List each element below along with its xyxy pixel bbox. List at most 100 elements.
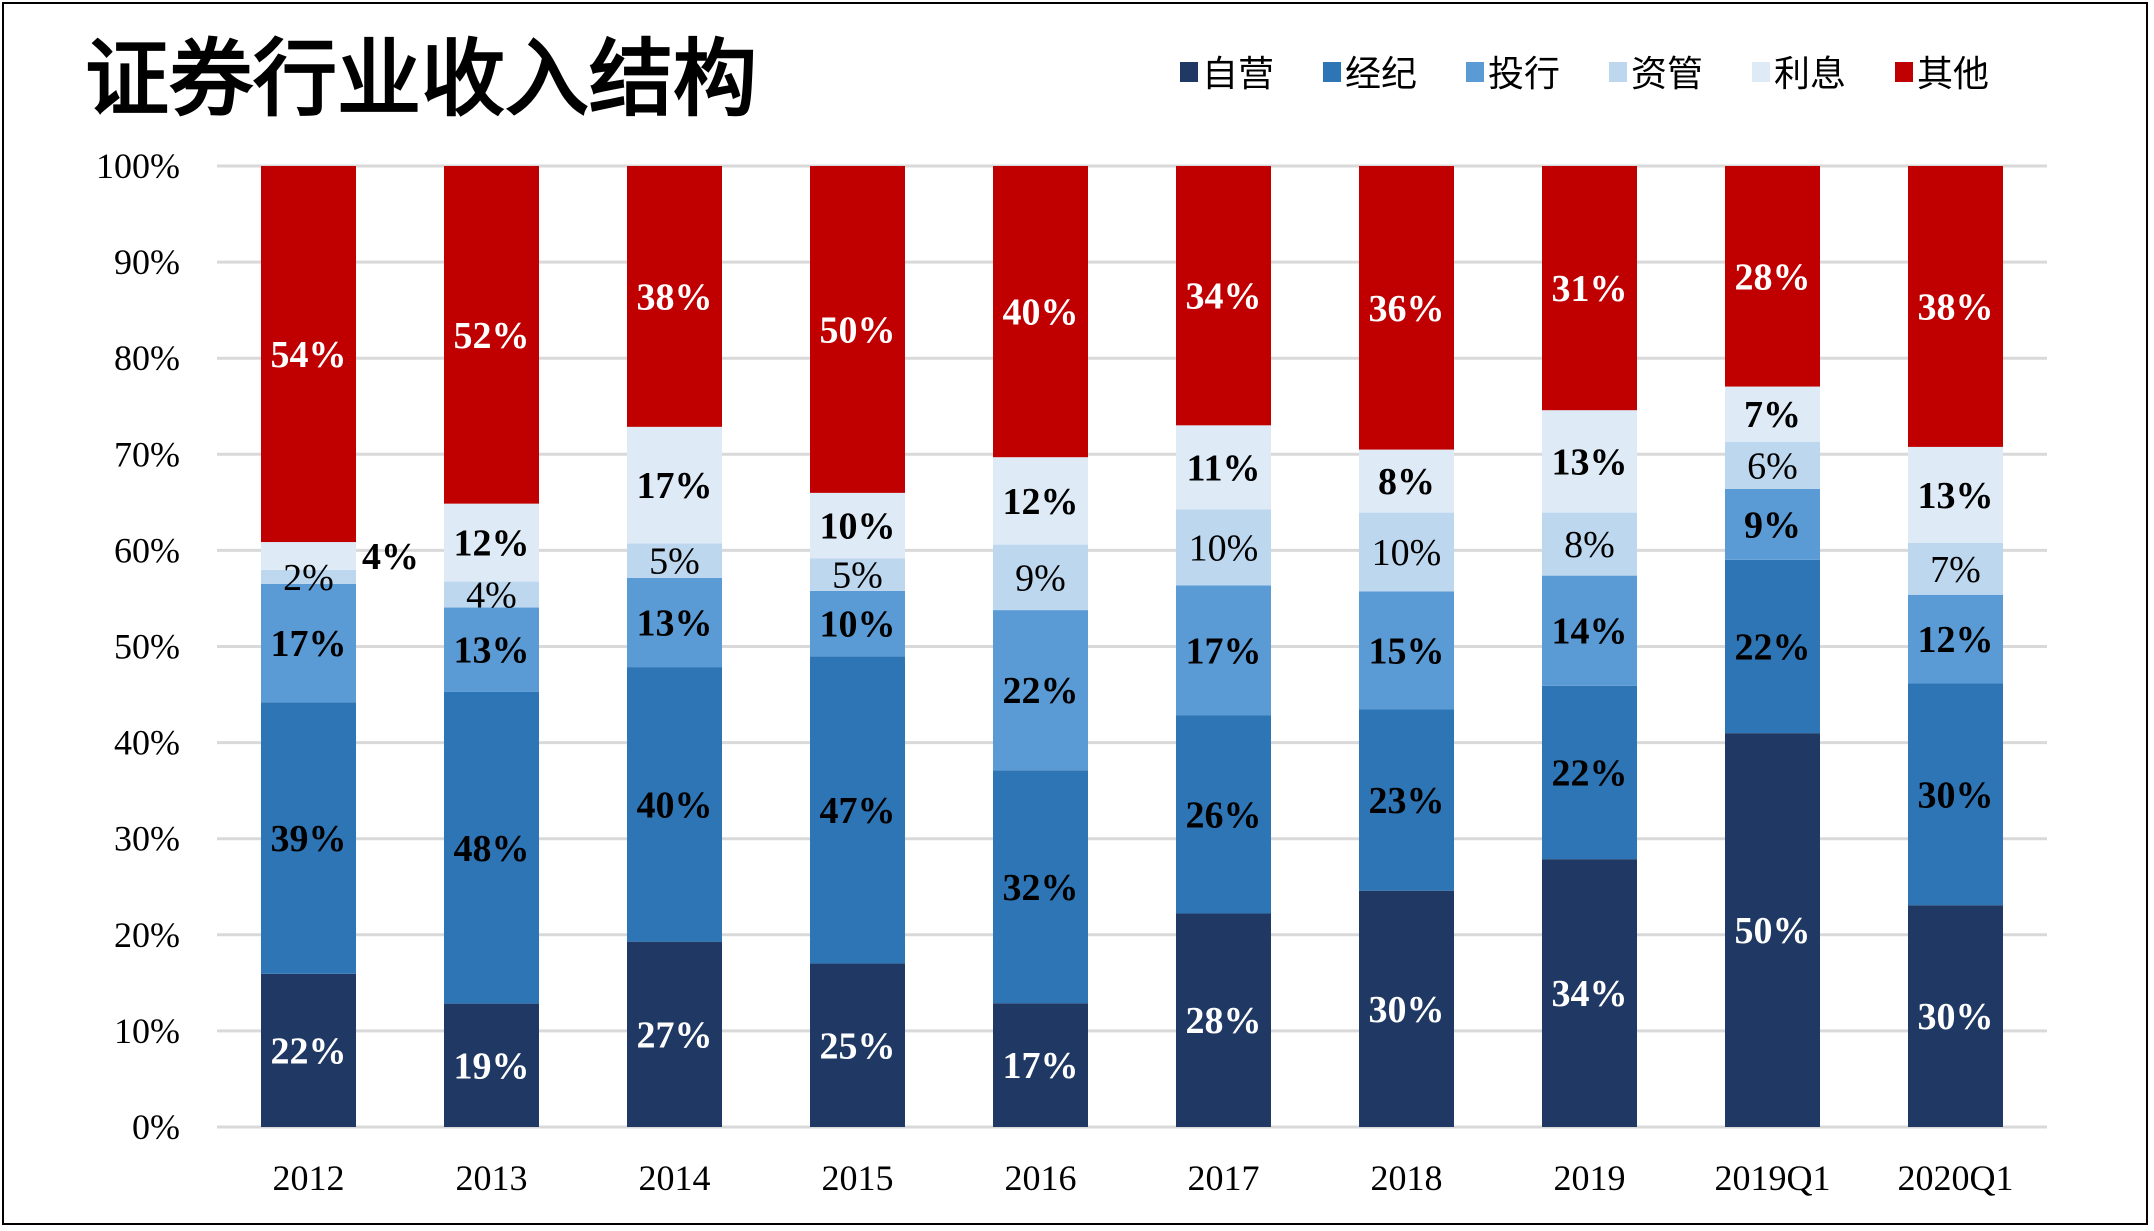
x-tick-label: 2014: [639, 1158, 711, 1198]
bar-2018: 30% 23% 15% 10% 8% 36%: [1359, 166, 1454, 1127]
data-label: 31%: [1552, 268, 1628, 310]
data-label: 22%: [1552, 753, 1628, 795]
x-axis: 2012 2013 2014 2015 2016 2017 2018 2019 2019Q1 20…: [273, 1158, 2014, 1198]
data-label: 17%: [637, 465, 713, 507]
x-tick-label: 2012: [273, 1158, 345, 1198]
data-label: 13%: [1918, 475, 1994, 517]
data-label: 40%: [637, 784, 713, 826]
data-label: 17%: [1186, 630, 1262, 672]
bar-2014: 27% 40% 13% 5% 17% 38%: [627, 166, 722, 1127]
data-label: 22%: [1003, 670, 1079, 712]
data-label: 22%: [1735, 627, 1811, 669]
legend-swatch: [1752, 62, 1770, 82]
data-label: 34%: [1186, 276, 1262, 318]
data-label: 6%: [1747, 445, 1798, 487]
x-tick-label: 2018: [1371, 1158, 1443, 1198]
bar-segment: [444, 503, 539, 582]
legend-label: 投行: [1488, 54, 1560, 95]
data-label: 9%: [1744, 504, 1801, 546]
bar-segment: [261, 542, 356, 570]
bar-segment: [1908, 905, 2003, 1127]
bar-segment: [993, 610, 1088, 771]
bar-segment: [810, 656, 905, 964]
bar-segment: [1359, 591, 1454, 710]
bar-segment: [627, 543, 722, 578]
y-tick-label: 90%: [114, 242, 180, 282]
legend-item: 其他: [1895, 54, 1989, 95]
bar-segment: [261, 973, 356, 1127]
bar-segment: [1359, 709, 1454, 891]
legend-item: 经纪: [1323, 54, 1417, 95]
data-label: 54%: [271, 334, 347, 376]
bar-segment: [1725, 166, 1820, 387]
data-label: 13%: [1552, 441, 1628, 483]
bar-segment: [1725, 733, 1820, 1127]
bar-2019Q1: 50% 22% 9% 6% 7% 28%: [1725, 166, 1820, 1127]
y-tick-label: 40%: [114, 723, 180, 763]
data-label: 10%: [820, 506, 896, 548]
data-label: 8%: [1564, 524, 1615, 566]
data-label: 28%: [1735, 256, 1811, 298]
data-label: 52%: [454, 315, 530, 357]
x-tick-label: 2019: [1554, 1158, 1626, 1198]
y-tick-label: 0%: [132, 1107, 180, 1147]
chart-title: 证券行业收入结构: [85, 29, 757, 128]
bar-segment: [1908, 166, 2003, 447]
data-label: 19%: [454, 1045, 530, 1087]
bar-segment: [1725, 441, 1820, 489]
data-label: 10%: [820, 604, 896, 646]
bar-segment: [1908, 683, 2003, 906]
bar-2016: 17% 32% 22% 9% 12% 40%: [993, 166, 1088, 1127]
bar-segment: [1176, 715, 1271, 914]
data-label: 4%: [466, 575, 517, 617]
data-label: 50%: [820, 309, 896, 351]
legend-swatch: [1466, 62, 1484, 82]
bar-2017: 28% 26% 17% 10% 11% 34%: [1176, 166, 1271, 1127]
bar-segment: [444, 166, 539, 504]
data-label: 32%: [1003, 867, 1079, 909]
data-label: 28%: [1186, 1000, 1262, 1042]
bar-segment: [1908, 543, 2003, 595]
x-tick-label: 2019Q1: [1715, 1158, 1831, 1198]
data-label: 30%: [1369, 989, 1445, 1031]
bar-segment: [1542, 410, 1637, 513]
data-label: 11%: [1187, 447, 1261, 489]
bar-segment: [1542, 685, 1637, 860]
data-label: 22%: [271, 1030, 347, 1072]
legend-label: 自营: [1202, 54, 1274, 95]
bar-segment: [1542, 512, 1637, 576]
data-label: 10%: [1372, 532, 1442, 574]
legend-swatch: [1609, 62, 1627, 82]
data-label: 14%: [1552, 611, 1628, 653]
bar-segment: [1359, 890, 1454, 1127]
bar-segment: [627, 426, 722, 544]
data-label: 5%: [649, 541, 700, 583]
y-tick-label: 80%: [114, 338, 180, 378]
bar-segment: [627, 577, 722, 668]
legend-label: 资管: [1631, 54, 1703, 95]
data-label: 2%: [283, 557, 334, 599]
bar-segment: [1542, 575, 1637, 686]
bar-segment: [810, 166, 905, 493]
bar-segment: [1176, 166, 1271, 426]
bar-2015: 25% 47% 10% 5% 10% 50%: [810, 166, 905, 1127]
bar-2019: 34% 22% 14% 8% 13% 31%: [1542, 166, 1637, 1127]
legend-swatch: [1180, 62, 1198, 82]
legend-item: 投行: [1466, 54, 1560, 95]
legend-item: 资管: [1609, 54, 1703, 95]
bar-segment: [444, 607, 539, 692]
data-label: 12%: [1918, 619, 1994, 661]
legend-swatch: [1895, 62, 1913, 82]
data-label: 12%: [454, 523, 530, 565]
bar-segment: [261, 583, 356, 703]
bar-segment: [1542, 166, 1637, 411]
data-label: 4%: [362, 536, 419, 578]
bar-segment: [993, 1003, 1088, 1127]
bar-segment: [1176, 425, 1271, 510]
data-label: 47%: [820, 790, 896, 832]
y-tick-label: 10%: [114, 1011, 180, 1051]
legend-label: 经纪: [1345, 54, 1417, 95]
data-label: 13%: [454, 630, 530, 672]
bar-segment: [627, 941, 722, 1127]
bar-segment: [261, 569, 356, 584]
